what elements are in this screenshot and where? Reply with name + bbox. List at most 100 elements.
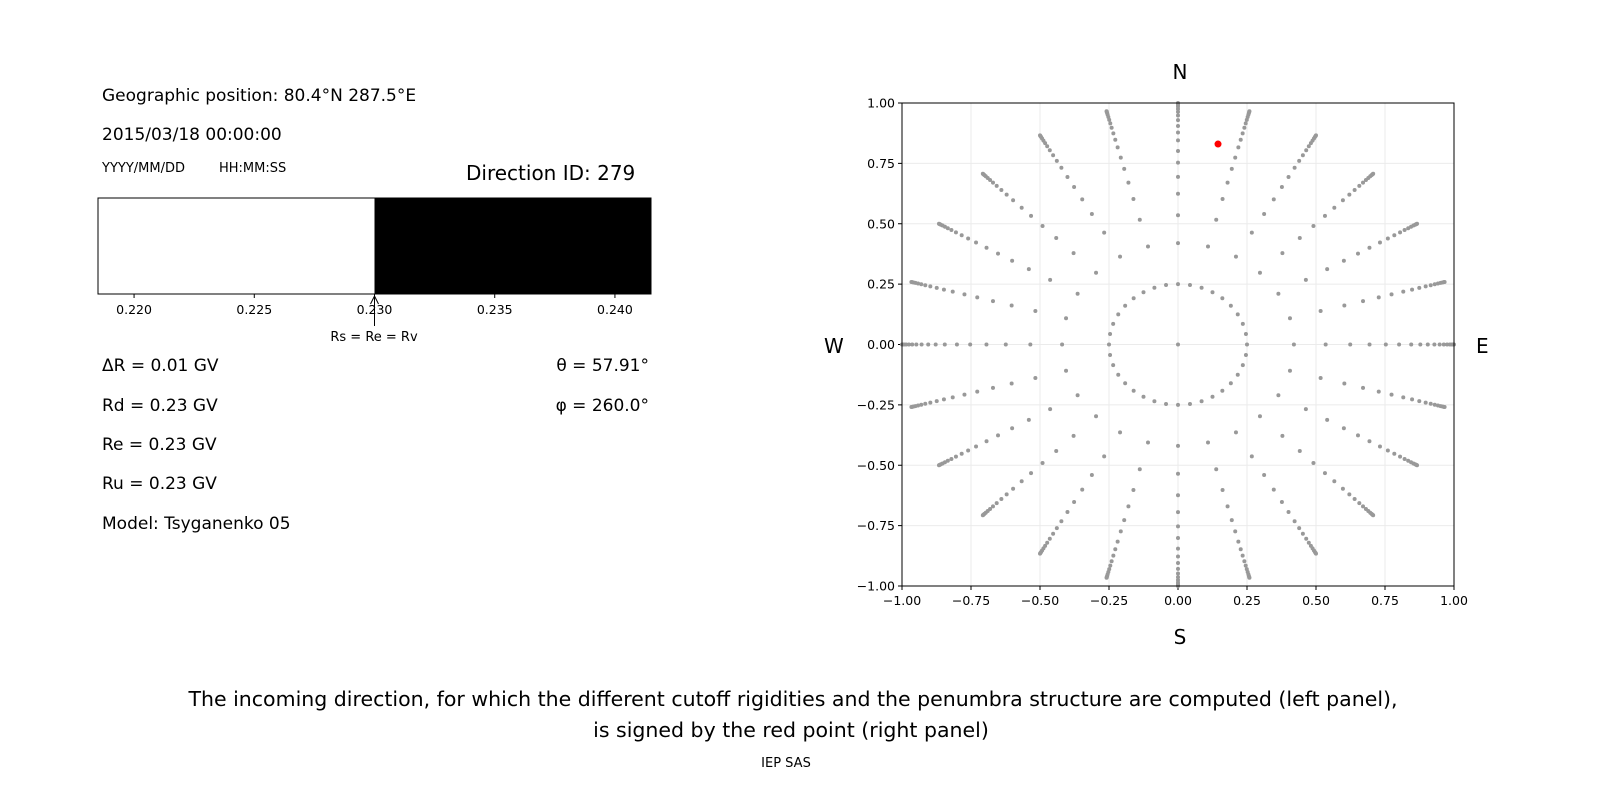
ray-point (1276, 291, 1281, 296)
x-tick-label: 0.00 (1164, 593, 1192, 608)
ray-point (941, 397, 946, 402)
ray-point (1297, 526, 1302, 531)
x-tick-label: 0.75 (1371, 593, 1399, 608)
ray-point (1176, 118, 1180, 123)
ray-point (1257, 414, 1262, 419)
ray-point (1111, 553, 1116, 558)
ring-point (1245, 342, 1249, 347)
ray-point (1279, 499, 1284, 504)
ray-point (909, 405, 914, 410)
ray-point (1355, 251, 1360, 256)
ray-point (1383, 342, 1388, 347)
ray-point (999, 497, 1004, 502)
ray-point (936, 463, 941, 468)
ray-point (1051, 153, 1056, 158)
ray-point (1102, 230, 1107, 235)
ray-point (1442, 405, 1447, 410)
ray-point (1045, 540, 1050, 545)
date-format-label: YYYY/MM/DD (102, 161, 185, 176)
ray-point (1325, 417, 1330, 422)
compass-east: E (1476, 334, 1489, 358)
delta-r: ΔR = 0.01 GV (102, 356, 219, 376)
ray-point (1361, 299, 1366, 304)
ray-point (1442, 279, 1447, 284)
ray-point (1011, 198, 1016, 203)
ray-point (1089, 211, 1094, 216)
y-tick-label: −0.75 (857, 518, 895, 533)
x-tick-label: 0.25 (1233, 593, 1261, 608)
ring-point (1141, 290, 1146, 295)
ray-point (1297, 235, 1302, 240)
ray-point (1423, 400, 1428, 405)
ray-point (1236, 539, 1241, 544)
ray-point (990, 504, 995, 509)
ray-point (1176, 191, 1180, 196)
y-tick-label: −0.25 (857, 397, 895, 412)
ray-point (1287, 368, 1292, 373)
ray-point (1311, 461, 1316, 466)
ray-point (962, 392, 967, 397)
ray-point (1033, 375, 1038, 380)
ray-point (1247, 575, 1252, 580)
ring-point (1210, 394, 1215, 399)
ray-point (1004, 492, 1009, 497)
ray-point (1240, 131, 1245, 136)
ray-point (1352, 187, 1357, 192)
ray-point (1118, 155, 1123, 160)
ray-point (1115, 145, 1120, 150)
ray-point (1355, 433, 1360, 438)
ray-point (1242, 559, 1247, 564)
ray-point (1300, 153, 1305, 158)
ray-point (1004, 192, 1009, 197)
ray-point (1292, 519, 1297, 524)
ray-point (1118, 529, 1123, 534)
ray-point (1401, 289, 1406, 294)
ring-point (1240, 363, 1245, 368)
ray-point (1176, 109, 1180, 114)
arrow-label: Rs = Re = Rv (330, 330, 418, 345)
ray-point (1428, 283, 1433, 288)
ray-point (1065, 174, 1070, 179)
ray-point (1243, 563, 1248, 568)
ray-point (1065, 510, 1070, 515)
ray-point (1176, 561, 1180, 566)
ray-point (1311, 223, 1316, 228)
ray-point (1361, 385, 1366, 390)
ray-point (975, 389, 980, 394)
ray-point (1118, 254, 1123, 259)
ring-point (1141, 394, 1146, 399)
ray-point (919, 402, 924, 407)
ray-point (1291, 342, 1296, 347)
ray-point (1054, 235, 1059, 240)
ray-point (1051, 531, 1056, 536)
ray-point (949, 228, 954, 233)
ray-point (1176, 123, 1180, 128)
y-tick-label: 0.50 (867, 216, 895, 231)
penumbra-segment-1 (374, 198, 651, 294)
ray-point (1176, 571, 1180, 576)
ray-point (1038, 133, 1042, 138)
ring-point (1116, 312, 1121, 317)
ray-point (1238, 137, 1243, 142)
ray-point (1340, 198, 1345, 203)
ray-point (1287, 316, 1292, 321)
x-tick-label: 1.00 (1440, 593, 1468, 608)
compass-north: N (1172, 60, 1188, 84)
ray-point (1010, 258, 1015, 263)
theta-value: θ = 57.91° (556, 356, 649, 376)
ray-point (1303, 407, 1308, 412)
ray-point (1357, 501, 1362, 506)
ray-point (966, 236, 971, 241)
ray-point (968, 342, 973, 347)
caption-line-2: is signed by the red point (right panel) (593, 718, 989, 742)
ray-point (1437, 342, 1442, 347)
ray-point (954, 342, 959, 347)
ray-point (1240, 553, 1245, 558)
ray-point (1176, 524, 1180, 529)
ray-point (996, 433, 1001, 438)
ray-point (1094, 270, 1099, 275)
ray-point (1385, 236, 1390, 241)
ray-point (1257, 270, 1262, 275)
ring-point (1235, 312, 1240, 317)
center-point (1176, 342, 1180, 347)
